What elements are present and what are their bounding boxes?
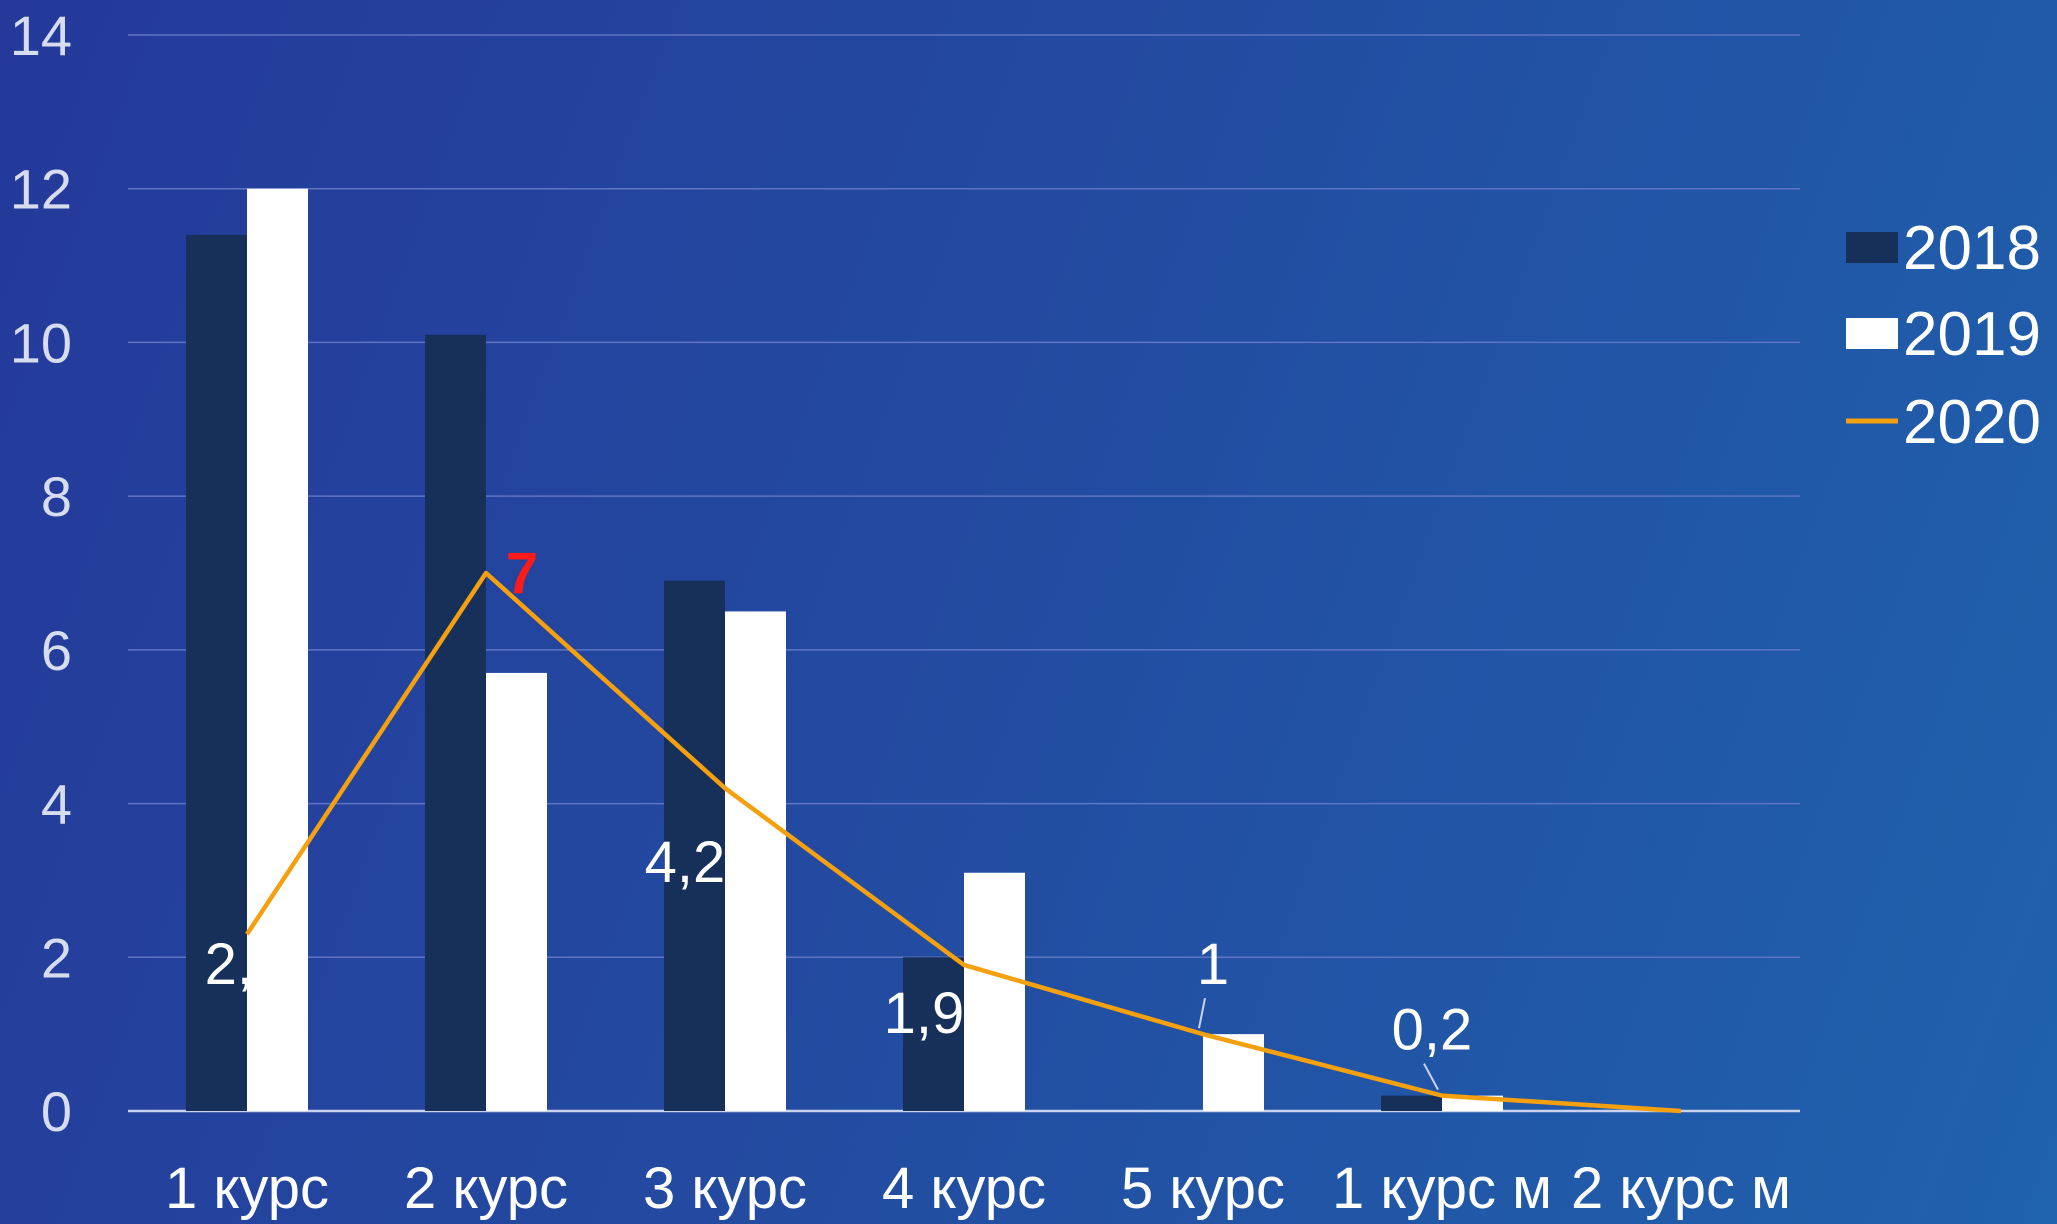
x-tick-label: 2 курс [404, 1156, 568, 1221]
x-tick-label: 4 курс [882, 1156, 1046, 1221]
x-tick-label: 1 курс [165, 1156, 329, 1221]
data-label-2020-2: 4,2 [645, 830, 726, 895]
legend-label-2018: 2018 [1903, 214, 2041, 283]
y-axis: 0 2 4 6 8 10 12 14 [10, 4, 72, 1143]
y-tick-label: 12 [10, 158, 72, 221]
data-label-2020-5: 0,2 [1392, 998, 1473, 1063]
y-tick-label: 6 [41, 619, 72, 682]
y-tick-label: 14 [10, 4, 72, 67]
bar-2018-5 [1381, 1095, 1442, 1111]
chart-gridlines [128, 34, 1800, 1113]
y-tick-label: 8 [41, 465, 72, 528]
legend-swatch-2019 [1846, 318, 1898, 349]
data-label-2020-1: 7 [506, 541, 538, 606]
y-tick-label: 10 [10, 311, 72, 374]
bar-2019-1 [486, 672, 547, 1111]
y-tick-label: 2 [41, 926, 72, 989]
bar-2018-0 [186, 234, 247, 1112]
bar-2019-3 [964, 872, 1025, 1111]
data-label-2020-0: 2,3 [205, 932, 286, 997]
bar-2018-1 [425, 334, 486, 1111]
label-leader-line [1423, 1063, 1439, 1091]
data-label-2020-3: 1,9 [884, 981, 965, 1046]
x-tick-label: 5 курс [1121, 1156, 1285, 1221]
y-tick-label: 4 [41, 773, 72, 836]
x-tick-label: 2 курс м [1571, 1156, 1791, 1221]
bar-2019-2 [725, 611, 786, 1111]
bar-2019-0 [247, 188, 308, 1111]
series-line-2020 [245, 570, 1682, 1114]
chart-bars [186, 188, 1503, 1112]
series-line-layer [245, 570, 1682, 1114]
legend: 2018 2019 2020 [1846, 214, 2041, 457]
legend-swatch-2018 [1846, 232, 1898, 263]
x-tick-label: 1 курс м [1332, 1156, 1552, 1221]
bar-2018-3 [903, 957, 964, 1111]
label-leader-line [1198, 997, 1206, 1029]
x-tick-label: 3 курс [643, 1156, 807, 1221]
legend-label-2020: 2020 [1903, 388, 2041, 457]
x-axis: 1 курс 2 курс 3 курс 4 курс 5 курс 1 курс м 2 … [165, 1156, 1791, 1221]
y-tick-label: 0 [41, 1080, 72, 1143]
data-labels: 2,3 7 4,2 1,9 1 0,2 [205, 541, 1473, 1091]
data-label-2020-4: 1 [1197, 932, 1229, 997]
legend-label-2019: 2019 [1903, 300, 2041, 369]
bar-2018-2 [664, 580, 725, 1111]
